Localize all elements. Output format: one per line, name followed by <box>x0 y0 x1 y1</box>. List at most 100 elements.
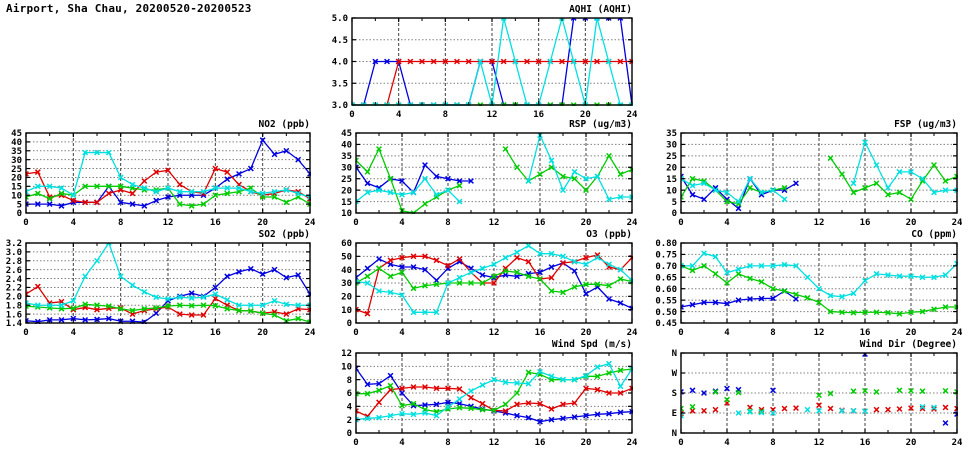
svg-text:20: 20 <box>906 328 917 338</box>
svg-text:20: 20 <box>666 163 677 173</box>
svg-text:2.2: 2.2 <box>6 284 22 294</box>
svg-text:20: 20 <box>581 328 592 338</box>
svg-text:0: 0 <box>678 328 683 338</box>
svg-text:10: 10 <box>11 191 22 201</box>
svg-text:25: 25 <box>341 175 352 185</box>
svg-text:16: 16 <box>533 110 544 120</box>
svg-text:4: 4 <box>71 328 77 338</box>
svg-text:20: 20 <box>341 293 352 303</box>
svg-text:10: 10 <box>341 363 352 373</box>
svg-text:40: 40 <box>341 141 352 151</box>
svg-text:4: 4 <box>347 403 353 413</box>
svg-text:0: 0 <box>678 218 683 228</box>
svg-text:12: 12 <box>814 218 825 228</box>
panel-title-so2: SO2 (ppb) <box>258 229 310 240</box>
svg-text:24: 24 <box>305 218 316 228</box>
svg-text:3.0: 3.0 <box>6 248 22 258</box>
svg-text:0: 0 <box>672 209 677 219</box>
svg-text:3.0: 3.0 <box>332 101 348 111</box>
svg-text:20: 20 <box>257 218 268 228</box>
svg-text:0.45: 0.45 <box>655 319 677 329</box>
svg-text:24: 24 <box>627 110 638 120</box>
panel-no2: NO2 (ppb) 0 5 10 15 20 25 30 35 40 45 0 4 8 12 16 20 24 <box>0 119 318 229</box>
svg-text:0: 0 <box>347 429 352 439</box>
svg-text:4: 4 <box>71 218 77 228</box>
svg-text:1.4: 1.4 <box>6 319 23 329</box>
svg-text:24: 24 <box>952 328 963 338</box>
svg-text:0.80: 0.80 <box>655 239 677 249</box>
svg-text:8: 8 <box>770 438 775 448</box>
svg-text:8: 8 <box>118 218 123 228</box>
svg-text:20: 20 <box>906 218 917 228</box>
svg-text:0.60: 0.60 <box>655 285 677 295</box>
svg-text:8: 8 <box>770 328 775 338</box>
svg-text:10: 10 <box>666 186 677 196</box>
chart-o3: 0 10 20 30 40 50 60 0 4 8 12 16 20 24 <box>316 229 640 339</box>
svg-text:4: 4 <box>399 218 405 228</box>
svg-text:0: 0 <box>353 328 358 338</box>
svg-text:24: 24 <box>305 328 316 338</box>
svg-text:20: 20 <box>906 438 917 448</box>
svg-text:12: 12 <box>487 110 498 120</box>
svg-text:25: 25 <box>11 165 22 175</box>
svg-text:0.70: 0.70 <box>655 262 677 272</box>
svg-text:30: 30 <box>11 156 22 166</box>
svg-text:0: 0 <box>17 209 22 219</box>
svg-text:50: 50 <box>341 253 352 263</box>
panel-o3: O3 (ppb) 0 10 20 30 40 50 60 0 4 8 12 16 20 24 <box>316 229 640 339</box>
svg-text:4: 4 <box>724 328 730 338</box>
svg-text:12: 12 <box>489 218 500 228</box>
panel-wind_dir: Wind Dir (Degree) N E S W N 0 4 8 12 16 20 24 <box>641 339 965 449</box>
svg-text:0.65: 0.65 <box>655 273 677 283</box>
svg-text:30: 30 <box>341 279 352 289</box>
svg-text:1.6: 1.6 <box>6 310 22 320</box>
panel-rsp: RSP (ug/m3) 10 15 20 25 30 35 40 45 0 4 8 12 16 20 24 <box>316 119 640 229</box>
svg-text:45: 45 <box>341 129 352 139</box>
svg-text:16: 16 <box>210 218 221 228</box>
svg-text:35: 35 <box>11 147 22 157</box>
svg-text:2.0: 2.0 <box>6 293 22 303</box>
svg-text:16: 16 <box>860 218 871 228</box>
svg-text:0.75: 0.75 <box>655 251 677 261</box>
panel-aqhi: AQHI (AQHI) 3.0 3.5 4.0 4.5 5.0 0 4 8 12 16 20 24 <box>312 4 640 121</box>
panel-title-co: CO (ppm) <box>911 229 957 240</box>
panel-title-no2: NO2 (ppb) <box>258 119 310 130</box>
svg-text:0.50: 0.50 <box>655 308 677 318</box>
svg-text:10: 10 <box>341 306 352 316</box>
svg-text:4: 4 <box>724 438 730 448</box>
svg-text:3.2: 3.2 <box>6 239 22 249</box>
svg-text:16: 16 <box>535 438 546 448</box>
svg-text:10: 10 <box>341 209 352 219</box>
svg-text:2.6: 2.6 <box>6 266 22 276</box>
svg-text:16: 16 <box>535 328 546 338</box>
svg-text:E: E <box>672 409 677 419</box>
svg-text:S: S <box>672 389 677 399</box>
svg-text:8: 8 <box>347 376 352 386</box>
svg-text:25: 25 <box>666 152 677 162</box>
svg-text:12: 12 <box>163 328 174 338</box>
svg-text:15: 15 <box>341 198 352 208</box>
panel-so2: SO2 (ppb) 1.4 1.6 1.8 2.0 2.2 2.4 2.6 2.8 3.0 3.2 0… <box>0 229 318 339</box>
svg-text:20: 20 <box>257 328 268 338</box>
svg-text:2.8: 2.8 <box>6 257 22 267</box>
svg-text:4.0: 4.0 <box>332 58 348 68</box>
svg-text:16: 16 <box>535 218 546 228</box>
svg-text:0: 0 <box>353 218 358 228</box>
svg-text:24: 24 <box>627 438 638 448</box>
svg-text:40: 40 <box>11 138 22 148</box>
panel-title-o3: O3 (ppb) <box>586 229 632 240</box>
svg-text:16: 16 <box>860 328 871 338</box>
svg-text:16: 16 <box>860 438 871 448</box>
svg-text:4: 4 <box>396 110 402 120</box>
svg-text:35: 35 <box>341 152 352 162</box>
svg-text:8: 8 <box>770 218 775 228</box>
svg-text:12: 12 <box>341 349 352 359</box>
svg-text:0: 0 <box>678 438 683 448</box>
panel-title-rsp: RSP (ug/m3) <box>569 119 632 130</box>
svg-text:W: W <box>672 369 678 379</box>
svg-text:60: 60 <box>341 239 352 249</box>
svg-text:30: 30 <box>666 141 677 151</box>
